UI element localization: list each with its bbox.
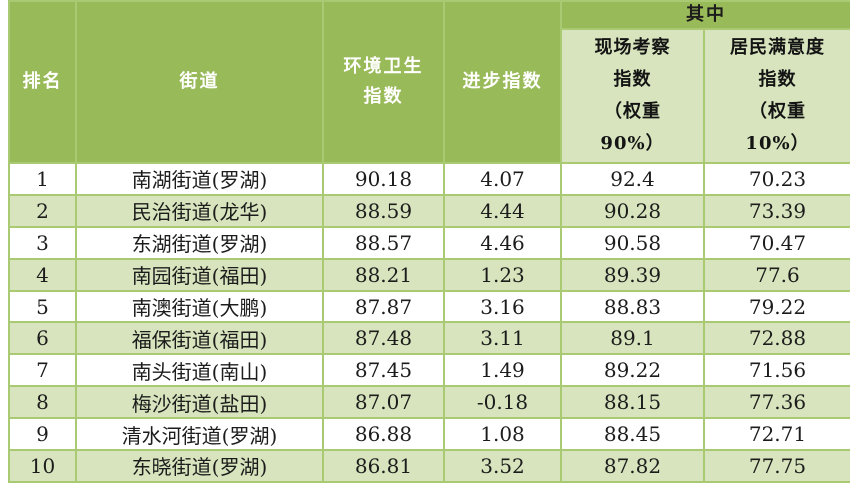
table-row: 3 东湖街道(罗湖) 88.57 4.46 90.58 70.47: [8, 225, 850, 260]
street-hygiene-ranking: 排名 街道 环境卫生 指数 进步指数 其中 现场考察 指数 （权重 90%） 居…: [8, 0, 850, 483]
cell-street: 南湖街道(罗湖): [75, 162, 324, 196]
cell-satisfaction-index: 77.6: [703, 257, 850, 292]
cell-progress-index: 1.23: [443, 257, 562, 292]
cell-satisfaction-index: 79.22: [703, 289, 850, 324]
cell-street: 东湖街道(罗湖): [75, 225, 324, 260]
cell-env-index: 87.48: [322, 321, 445, 356]
cell-env-index: 88.21: [322, 257, 445, 292]
cell-field-index: 87.82: [560, 449, 705, 483]
header-progress-index: 进步指数: [443, 0, 562, 164]
cell-street: 清水河街道(罗湖): [75, 417, 324, 452]
cell-street: 东晓街道(罗湖): [75, 449, 324, 483]
cell-rank: 2: [8, 193, 77, 228]
cell-progress-index: 4.07: [443, 162, 562, 196]
cell-progress-index: 3.16: [443, 289, 562, 324]
cell-rank: 3: [8, 225, 77, 260]
cell-progress-index: 4.46: [443, 225, 562, 260]
cell-street: 民治街道(龙华): [75, 193, 324, 228]
cell-env-index: 87.45: [322, 353, 445, 388]
cell-env-index: 87.07: [322, 385, 445, 420]
cell-satisfaction-index: 72.71: [703, 417, 850, 452]
cell-env-index: 88.59: [322, 193, 445, 228]
cell-street: 南园街道(福田): [75, 257, 324, 292]
table-row: 7 南头街道(南山) 87.45 1.49 89.22 71.56: [8, 353, 850, 388]
cell-env-index: 86.81: [322, 449, 445, 483]
header-row-sub: 现场考察 指数 （权重 90%） 居民满意度 指数 （权重 10%）: [9, 28, 850, 164]
cell-progress-index: 3.11: [443, 321, 562, 356]
cell-progress-index: -0.18: [443, 385, 562, 420]
cell-env-index: 90.18: [322, 162, 445, 196]
cell-satisfaction-index: 70.23: [703, 162, 850, 196]
table-header: 排名 街道 环境卫生 指数 进步指数 其中 现场考察 指数 （权重 90%） 居…: [8, 0, 850, 164]
cell-rank: 7: [8, 353, 77, 388]
cell-satisfaction-index: 71.56: [703, 353, 850, 388]
street-hygiene-ranking-table: 排名 街道 环境卫生 指数 进步指数 其中 现场考察 指数 （权重 90%） 居…: [8, 0, 850, 483]
cell-field-index: 88.83: [560, 289, 705, 324]
header-among: 其中: [560, 0, 850, 30]
cell-satisfaction-index: 77.36: [703, 385, 850, 420]
cell-satisfaction-index: 73.39: [703, 193, 850, 228]
cell-street: 福保街道(福田): [75, 321, 324, 356]
table-row: 4 南园街道(福田) 88.21 1.23 89.39 77.6: [8, 257, 850, 292]
cell-progress-index: 1.49: [443, 353, 562, 388]
cell-field-index: 90.28: [560, 193, 705, 228]
table-row: 2 民治街道(龙华) 88.59 4.44 90.28 73.39: [8, 193, 850, 228]
table-row: 6 福保街道(福田) 87.48 3.11 89.1 72.88: [8, 321, 850, 356]
cell-satisfaction-index: 77.75: [703, 449, 850, 483]
cell-rank: 9: [8, 417, 77, 452]
header-row-top: 排名 街道 环境卫生 指数 进步指数 其中: [8, 0, 850, 164]
header-street: 街道: [75, 0, 324, 164]
cell-street: 梅沙街道(盐田): [75, 385, 324, 420]
table-row: 5 南澳街道(大鹏) 87.87 3.16 88.83 79.22: [8, 289, 850, 324]
cell-progress-index: 1.08: [443, 417, 562, 452]
cell-field-index: 92.4: [560, 162, 705, 196]
cell-env-index: 87.87: [322, 289, 445, 324]
cell-field-index: 89.39: [560, 257, 705, 292]
cell-street: 南头街道(南山): [75, 353, 324, 388]
cell-satisfaction-index: 70.47: [703, 225, 850, 260]
cell-field-index: 89.22: [560, 353, 705, 388]
header-field-index: 现场考察 指数 （权重 90%）: [560, 28, 705, 164]
header-satisfaction-index: 居民满意度 指数 （权重 10%）: [703, 28, 850, 164]
cell-progress-index: 4.44: [443, 193, 562, 228]
cell-rank: 4: [8, 257, 77, 292]
header-rank: 排名: [8, 0, 77, 164]
cell-rank: 6: [8, 321, 77, 356]
cell-rank: 10: [8, 449, 77, 483]
cell-rank: 5: [8, 289, 77, 324]
cell-env-index: 86.88: [322, 417, 445, 452]
cell-field-index: 88.45: [560, 417, 705, 452]
cell-progress-index: 3.52: [443, 449, 562, 483]
cell-street: 南澳街道(大鹏): [75, 289, 324, 324]
cell-field-index: 88.15: [560, 385, 705, 420]
cell-rank: 1: [8, 162, 77, 196]
table-body: 1 南湖街道(罗湖) 90.18 4.07 92.4 70.23 2 民治街道(…: [8, 162, 850, 483]
table-row: 10 东晓街道(罗湖) 86.81 3.52 87.82 77.75: [8, 449, 850, 483]
table-row: 8 梅沙街道(盐田) 87.07 -0.18 88.15 77.36: [8, 385, 850, 420]
cell-field-index: 89.1: [560, 321, 705, 356]
header-env-index: 环境卫生 指数: [322, 0, 445, 164]
cell-satisfaction-index: 72.88: [703, 321, 850, 356]
table-row: 9 清水河街道(罗湖) 86.88 1.08 88.45 72.71: [8, 417, 850, 452]
cell-env-index: 88.57: [322, 225, 445, 260]
table-row: 1 南湖街道(罗湖) 90.18 4.07 92.4 70.23: [8, 162, 850, 196]
cell-rank: 8: [8, 385, 77, 420]
cell-field-index: 90.58: [560, 225, 705, 260]
